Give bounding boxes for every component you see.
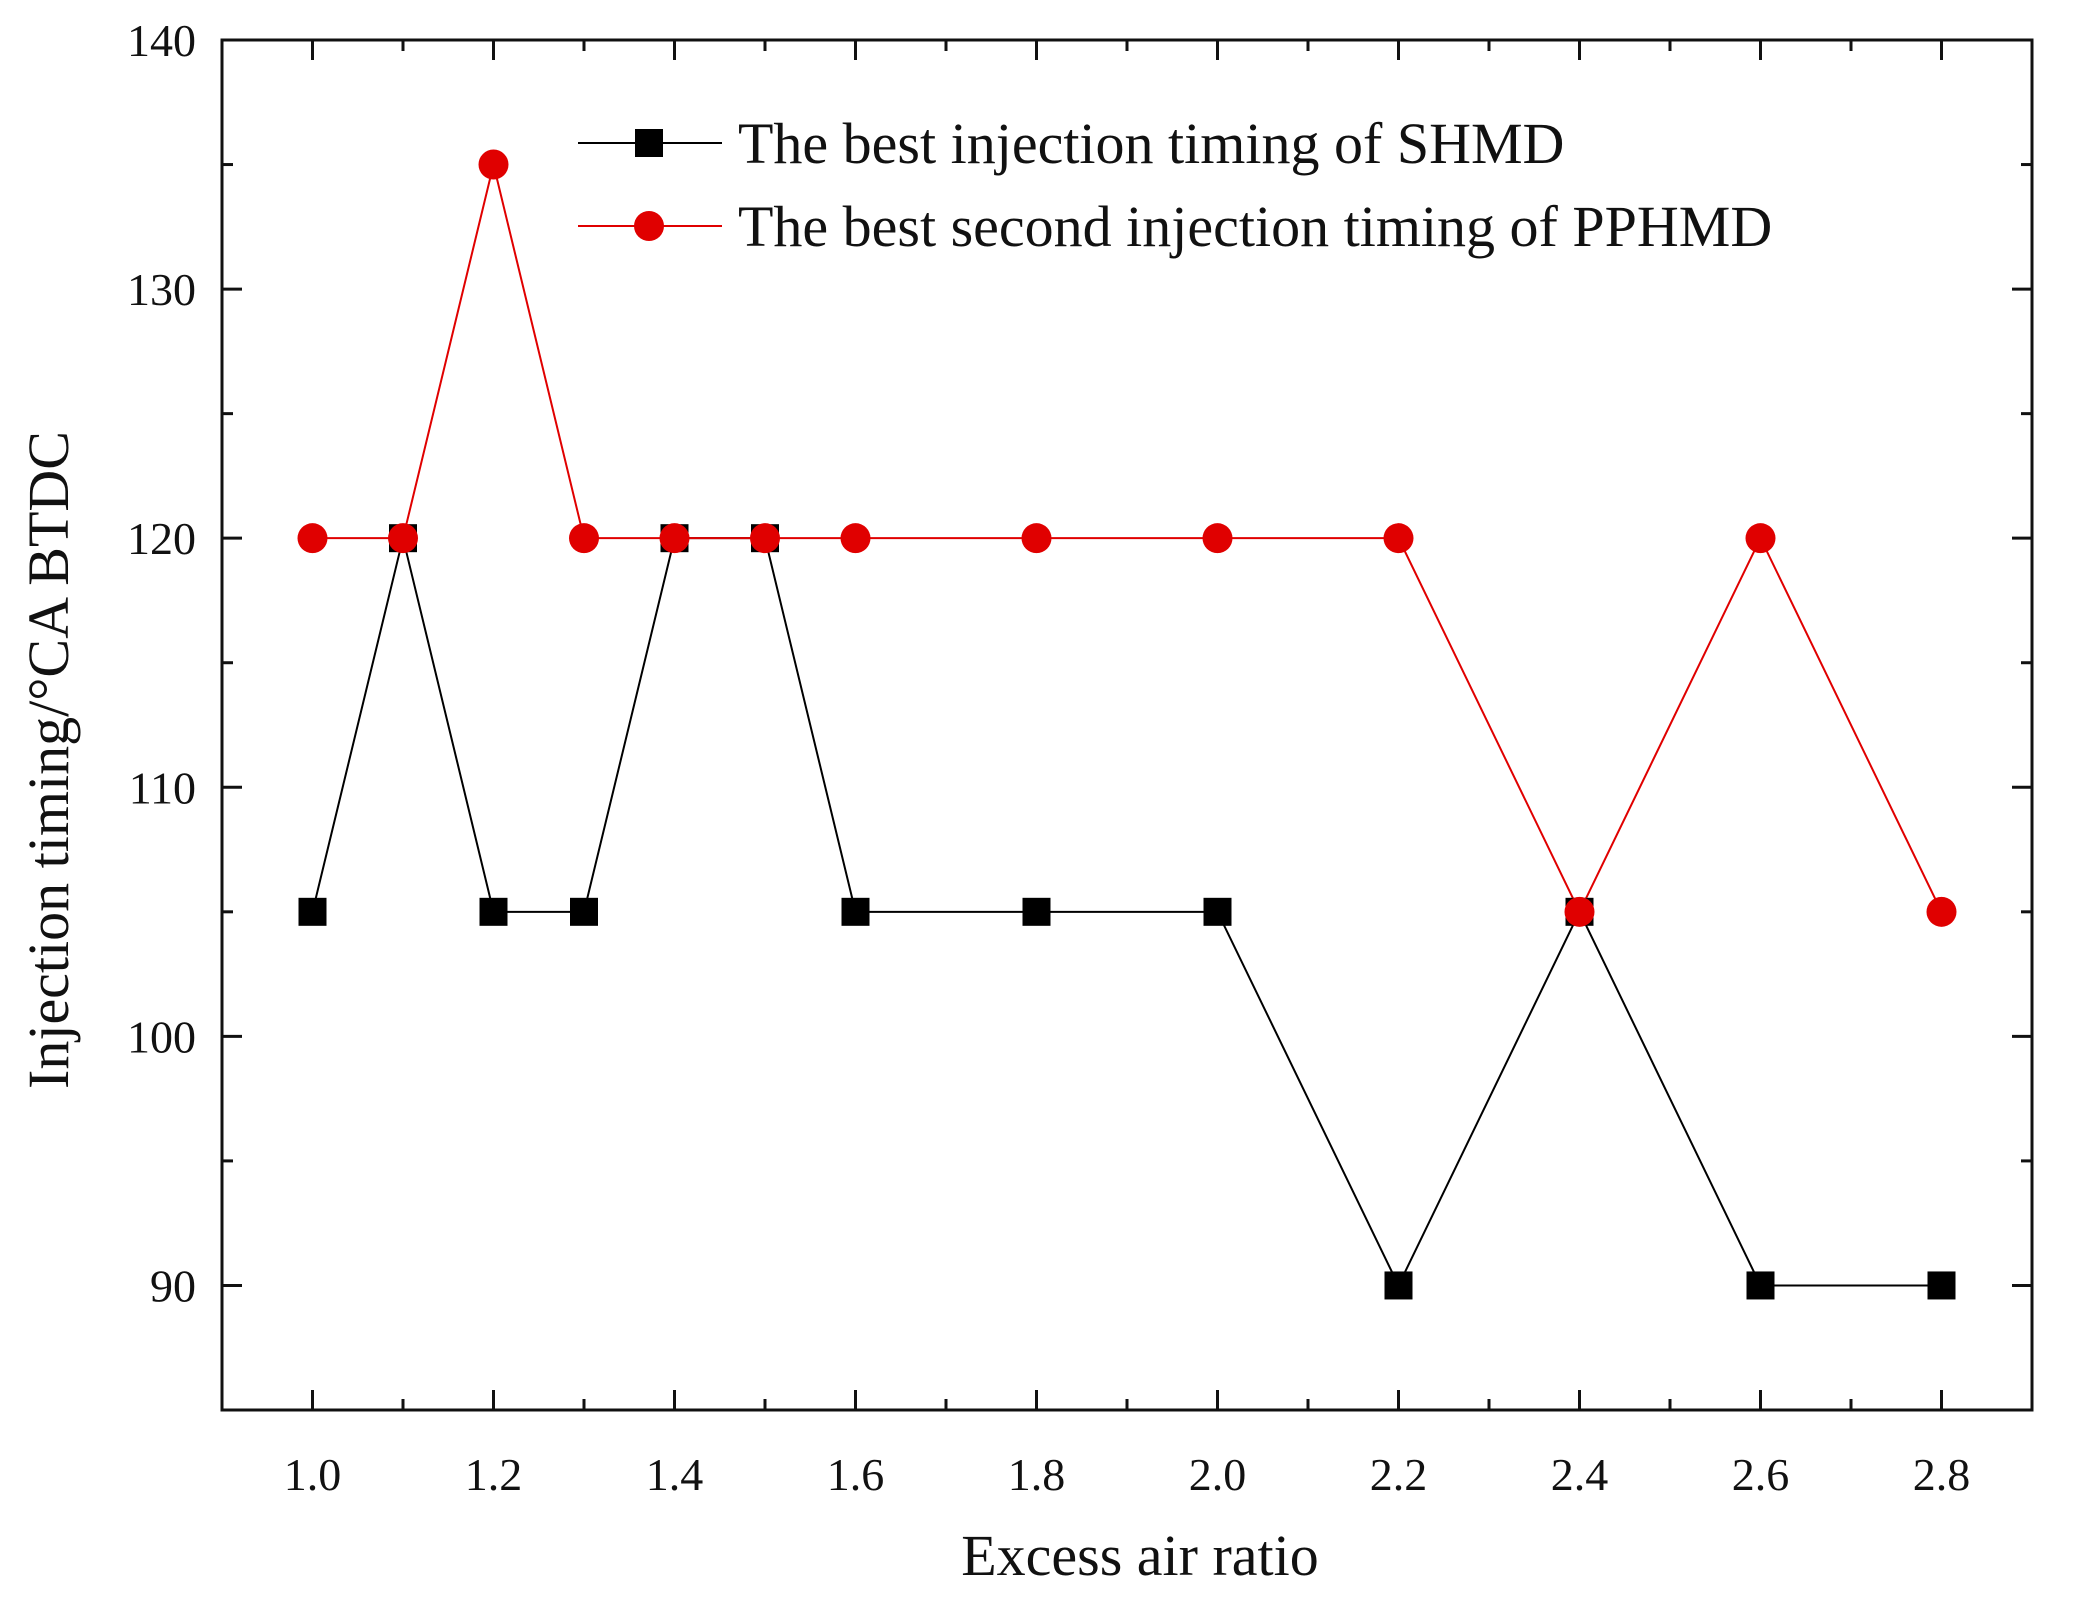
data-point-circle	[1383, 523, 1414, 554]
x-tick-label: 2.2	[1370, 1449, 1428, 1500]
data-point-circle	[1926, 896, 1957, 927]
x-tick-label: 2.4	[1551, 1449, 1609, 1500]
data-point-square	[1203, 897, 1232, 926]
x-tick-label: 1.8	[1008, 1449, 1066, 1500]
data-point-square	[1746, 1271, 1775, 1300]
x-tick-label: 1.6	[827, 1449, 885, 1500]
data-point-circle	[1021, 523, 1052, 554]
data-point-square	[298, 897, 327, 926]
data-point-square	[570, 897, 598, 926]
y-tick-label: 120	[127, 513, 196, 564]
data-point-circle	[569, 523, 599, 554]
legend-label-pphmd: The best second injection timing of PPHM…	[738, 194, 1772, 259]
legend-label-shmd: The best injection timing of SHMD	[738, 111, 1564, 176]
data-point-square	[1384, 1271, 1413, 1300]
y-tick-label: 110	[129, 762, 196, 813]
data-point-square	[841, 897, 870, 926]
x-tick-label: 1.0	[284, 1449, 342, 1500]
ticks-layer: 1.0 1.2 1.4 1.6 1.8 2.0 2.2 2.4 2.6 2.8 90 100 110 12…	[127, 15, 2032, 1500]
x-tick-label: 2.8	[1913, 1449, 1971, 1500]
data-point-square	[1927, 1271, 1956, 1300]
x-tick-label: 1.2	[465, 1449, 523, 1500]
y-tick-label: 90	[150, 1260, 196, 1311]
series-line-0	[311, 537, 1942, 1288]
data-point-circle	[1564, 896, 1595, 927]
data-point-circle	[1202, 523, 1233, 554]
data-point-circle	[659, 523, 690, 554]
y-tick-label: 140	[127, 15, 196, 66]
data-point-square	[479, 897, 508, 926]
x-tick-label: 2.0	[1189, 1449, 1247, 1500]
plot-frame	[220, 38, 2034, 1412]
y-axis-title: Injection timing/°CA BTDC	[16, 431, 81, 1089]
data-point-circle	[750, 523, 780, 554]
series-line-1	[312, 164, 1943, 915]
legend-item-pphmd: The best second injection timing of PPHM…	[578, 194, 1772, 259]
data-point-circle	[388, 523, 418, 554]
x-tick-label: 2.6	[1732, 1449, 1790, 1500]
y-axis-title-group: Injection timing/°CA BTDC	[16, 431, 81, 1089]
legend-item-shmd: The best injection timing of SHMD	[578, 111, 1564, 176]
y-tick-label: 100	[127, 1011, 196, 1062]
legend: The best injection timing of SHMD The be…	[578, 111, 1772, 259]
data-point-circle	[1745, 523, 1776, 554]
legend-marker-square	[635, 129, 663, 157]
data-point-circle	[297, 523, 328, 554]
data-point-square	[1022, 897, 1051, 926]
data-point-circle	[840, 523, 871, 554]
y-tick-label: 130	[127, 264, 196, 315]
data-point-circle	[478, 149, 509, 180]
series-layer	[297, 149, 1957, 1300]
legend-marker-circle	[634, 211, 664, 241]
x-tick-label: 1.4	[646, 1449, 704, 1500]
x-axis-title: Excess air ratio	[961, 1523, 1319, 1588]
